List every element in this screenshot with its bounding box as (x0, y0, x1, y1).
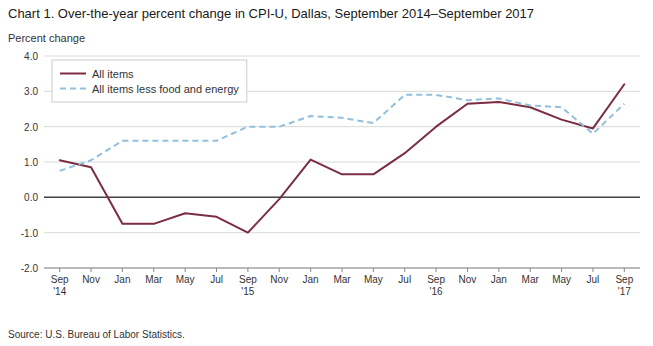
x-tick-label: Jul (587, 274, 600, 285)
y-tick-label: 1.0 (24, 157, 38, 168)
x-tick (436, 268, 437, 272)
x-tick-label-line: Jan (491, 274, 507, 285)
x-tick (342, 268, 343, 272)
x-tick-label: Nov (82, 274, 100, 285)
x-tick (498, 268, 499, 272)
y-axis: -2.0 -1.0 0.0 1.0 2.0 3.0 4.0 (21, 51, 39, 274)
x-tick-label-line: Mar (145, 274, 163, 285)
x-tick (185, 268, 186, 272)
x-tick-label: Mar (333, 274, 351, 285)
x-tick (404, 268, 405, 272)
x-tick (530, 268, 531, 272)
grid-line (44, 197, 640, 198)
x-tick (91, 268, 92, 272)
x-tick-label-line: Jul (587, 274, 600, 285)
y-axis-label: Percent change (8, 32, 85, 44)
x-tick (279, 268, 280, 272)
x-tick (592, 268, 593, 272)
x-tick-label: Sep'17 (615, 274, 633, 297)
x-tick (59, 268, 60, 272)
x-tick-label-line: May (364, 274, 383, 285)
x-tick-label-line: Mar (522, 274, 540, 285)
title: Chart 1. Over-the-year percent change in… (8, 6, 534, 21)
zero-line (44, 197, 640, 199)
legend-label: All items less food and energy (92, 83, 239, 95)
x-tick-label-line: May (552, 274, 571, 285)
x-tick-label: Jan (303, 274, 319, 285)
x-tick-label: Sep'16 (427, 274, 445, 297)
x-tick-label: Mar (522, 274, 540, 285)
x-tick (247, 268, 248, 272)
x-tick-label: Jan (491, 274, 507, 285)
x-tick-label-line: Jul (210, 274, 223, 285)
x-tick (153, 268, 154, 272)
y-tick-label: 4.0 (24, 51, 38, 62)
x-tick-label-line: Mar (333, 274, 351, 285)
grid-line (44, 56, 640, 57)
x-tick-label: Nov (270, 274, 288, 285)
x-tick-label-line: Sep (427, 274, 445, 285)
grid-line (44, 232, 640, 233)
x-tick-label: May (176, 274, 195, 285)
source-note: Source: U.S. Bureau of Labor Statistics. (8, 329, 185, 340)
x-tick-label-line: '17 (618, 286, 631, 297)
x-tick-label-line: Sep (615, 274, 633, 285)
x-tick-label: Jul (398, 274, 411, 285)
x-tick (467, 268, 468, 272)
x-tick-label-line: Jan (303, 274, 319, 285)
x-tick-label-line: Nov (82, 274, 100, 285)
legend-swatch (60, 73, 86, 75)
x-tick-label-line: Jan (114, 274, 130, 285)
x-tick-label-line: Sep (51, 274, 69, 285)
x-tick-label-line: Nov (459, 274, 477, 285)
x-tick-label-line: Jul (398, 274, 411, 285)
x-tick-label-line: May (176, 274, 195, 285)
x-tick (373, 268, 374, 272)
grid (44, 56, 640, 268)
x-tick-label: Jan (114, 274, 130, 285)
x-tick-label: Nov (459, 274, 477, 285)
x-tick-label-line: '14 (53, 286, 66, 297)
background (0, 0, 653, 346)
x-tick-label: Sep'14 (51, 274, 69, 297)
y-tick-label: 3.0 (24, 86, 38, 97)
series-line (60, 84, 625, 232)
y-tick-label: -2.0 (21, 263, 39, 274)
x-tick-label-line: Sep (239, 274, 257, 285)
x-tick-label: May (364, 274, 383, 285)
x-tick (122, 268, 123, 272)
legend-label: All items (92, 68, 134, 80)
x-tick (561, 268, 562, 272)
x-tick-label: Jul (210, 274, 223, 285)
x-tick-label: Mar (145, 274, 163, 285)
x-tick (310, 268, 311, 272)
x-tick-label: May (552, 274, 571, 285)
chart: Chart 1. Over-the-year percent change in… (0, 0, 653, 346)
series-group (60, 84, 625, 232)
y-tick-label: 0.0 (24, 192, 38, 203)
grid-line (44, 162, 640, 163)
x-tick-label-line: '15 (241, 286, 254, 297)
x-tick-label-line: Nov (270, 274, 288, 285)
y-tick-label: 2.0 (24, 122, 38, 133)
x-tick-label-line: '16 (430, 286, 443, 297)
x-tick (624, 268, 625, 272)
legend: All items All items less food and energy (52, 60, 247, 102)
legend-swatch (60, 88, 86, 90)
series-line (60, 95, 625, 171)
y-tick-label: -1.0 (21, 228, 39, 239)
x-tick (216, 268, 217, 272)
legend-box (52, 60, 247, 102)
grid-line (44, 126, 640, 127)
x-tick-label: Sep'15 (239, 274, 257, 297)
x-axis: Sep'14NovJanMarMayJulSep'15NovJanMarMayJ… (44, 268, 640, 297)
